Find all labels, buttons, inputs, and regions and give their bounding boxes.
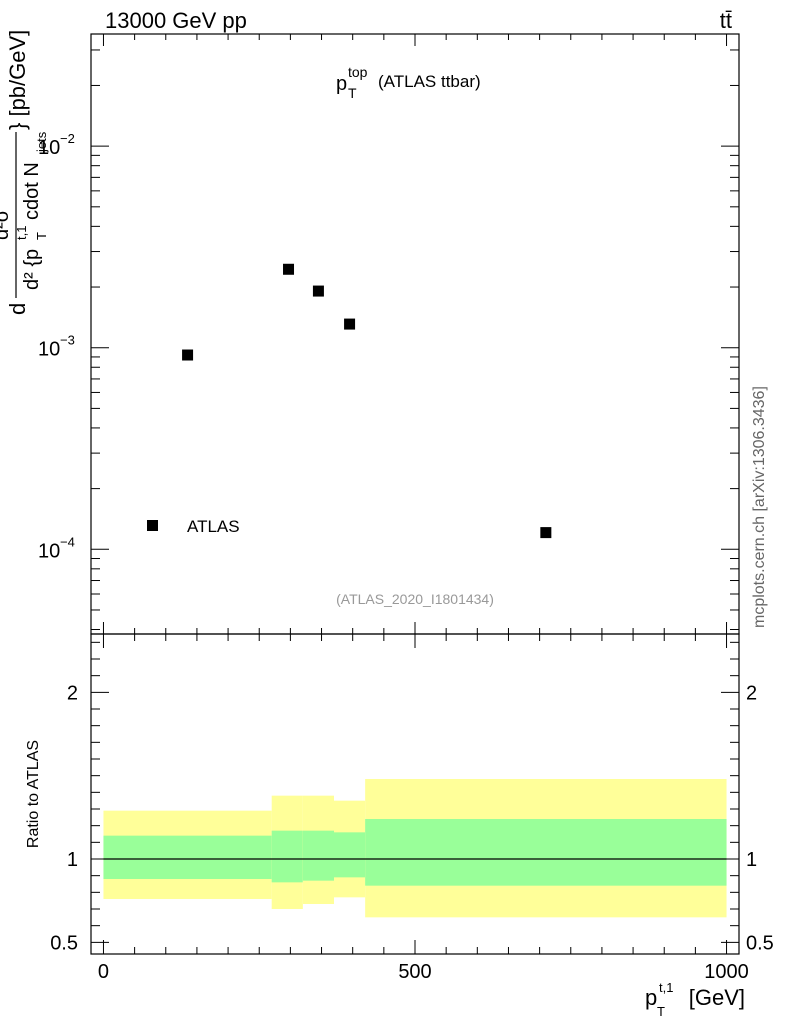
ratio-y-label: Ratio to ATLAS — [25, 740, 42, 848]
process-label: tt̄ — [720, 8, 732, 33]
ratio-band-inner — [302, 830, 334, 881]
panel-title-sup: top — [348, 64, 368, 80]
main-ticks — [91, 34, 739, 634]
ratio-band-inner — [103, 835, 272, 879]
y-label-denominator: d² {p — [21, 249, 43, 290]
main-y-tick-label-base: 10 — [38, 137, 60, 159]
main-y-tick-label-exp: −4 — [60, 534, 75, 549]
data-point — [540, 527, 552, 539]
x-tick-labels: 0 500 1000 — [98, 961, 749, 983]
ratio-y-tick-label: 2 — [67, 682, 78, 704]
legend-marker — [147, 520, 158, 531]
y-label-numerator-sup: fid — [0, 194, 1, 208]
y-label-numerator: d²σ — [0, 209, 13, 240]
main-panel: 10−410−310−2 p top T (ATLAS ttbar) ATLAS… — [0, 30, 740, 635]
main-y-label: d d²σ fid d² {p t,1 T cdot N jets } [pb/… — [0, 30, 49, 315]
ratio-y-tick-label-right: 1 — [746, 849, 757, 871]
x-tick-label: 0 — [98, 961, 109, 983]
main-y-tick-label: 10 — [38, 339, 60, 361]
ratio-y-tick-label: 0.5 — [50, 932, 78, 954]
panel-title: p — [336, 73, 347, 95]
ratio-panel: 0.5 0.5 1 1 2 2 0 500 1000 Ratio to ATLAS p t,1… — [25, 633, 774, 1019]
x-label-unit: [GeV] — [689, 985, 745, 1010]
side-label: mcplots.cern.ch [arXiv:1306.3436] — [751, 386, 768, 628]
x-label-sub: T — [657, 1004, 665, 1019]
ratio-y-tick-label-right: 0.5 — [746, 932, 774, 954]
main-data-points — [182, 263, 552, 539]
legend-label: ATLAS — [187, 517, 240, 536]
y-label-denominator-sup: t,1 — [14, 226, 29, 240]
x-tick-label: 500 — [398, 961, 431, 983]
ratio-bands — [103, 779, 727, 918]
x-tick-label: 1000 — [704, 961, 749, 983]
data-point — [182, 349, 194, 361]
y-label-prefix: d — [5, 303, 30, 315]
x-label-sup: t,1 — [659, 980, 673, 995]
ratio-band-inner — [271, 830, 303, 883]
y-label-denominator-tail: cdot N — [21, 162, 43, 220]
ratio-band-inner — [334, 832, 366, 878]
x-label-main: p — [645, 985, 657, 1010]
data-point — [344, 318, 356, 330]
data-point — [312, 285, 324, 297]
ratio-y-tick-labels: 0.5 0.5 1 1 2 2 — [50, 682, 774, 954]
y-label-denominator-sub: T — [34, 232, 49, 240]
main-y-tick-label: 10 — [38, 540, 60, 562]
panel-title-sub: T — [348, 85, 357, 101]
y-label-denominator-tail-sub: jets — [34, 131, 49, 153]
panel-title-main: p — [336, 73, 347, 95]
ratio-band-inner — [365, 819, 727, 886]
panel-title-suffix: (ATLAS ttbar) — [378, 72, 481, 91]
main-frame — [90, 33, 740, 635]
main-y-tick-labels: 10−410−310−2 — [38, 131, 75, 562]
main-y-tick-label-base: 10 — [38, 540, 60, 562]
ratio-ticks — [91, 634, 739, 954]
main-y-tick-label-exp: −3 — [60, 333, 75, 348]
ratio-y-tick-label: 1 — [67, 849, 78, 871]
ratio-y-tick-label-right: 2 — [746, 682, 757, 704]
data-point — [283, 263, 295, 275]
main-y-tick-label: 10 — [38, 137, 60, 159]
y-label-suffix: } [pb/GeV] — [5, 30, 30, 130]
energy-label: 13000 GeV pp — [105, 8, 247, 33]
analysis-watermark: (ATLAS_2020_I1801434) — [336, 591, 494, 607]
main-y-tick-label-exp: −2 — [60, 131, 75, 146]
main-y-tick-label-base: 10 — [38, 339, 60, 361]
